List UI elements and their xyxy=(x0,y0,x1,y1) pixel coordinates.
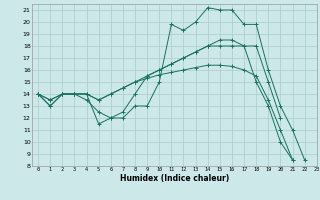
X-axis label: Humidex (Indice chaleur): Humidex (Indice chaleur) xyxy=(120,174,229,183)
